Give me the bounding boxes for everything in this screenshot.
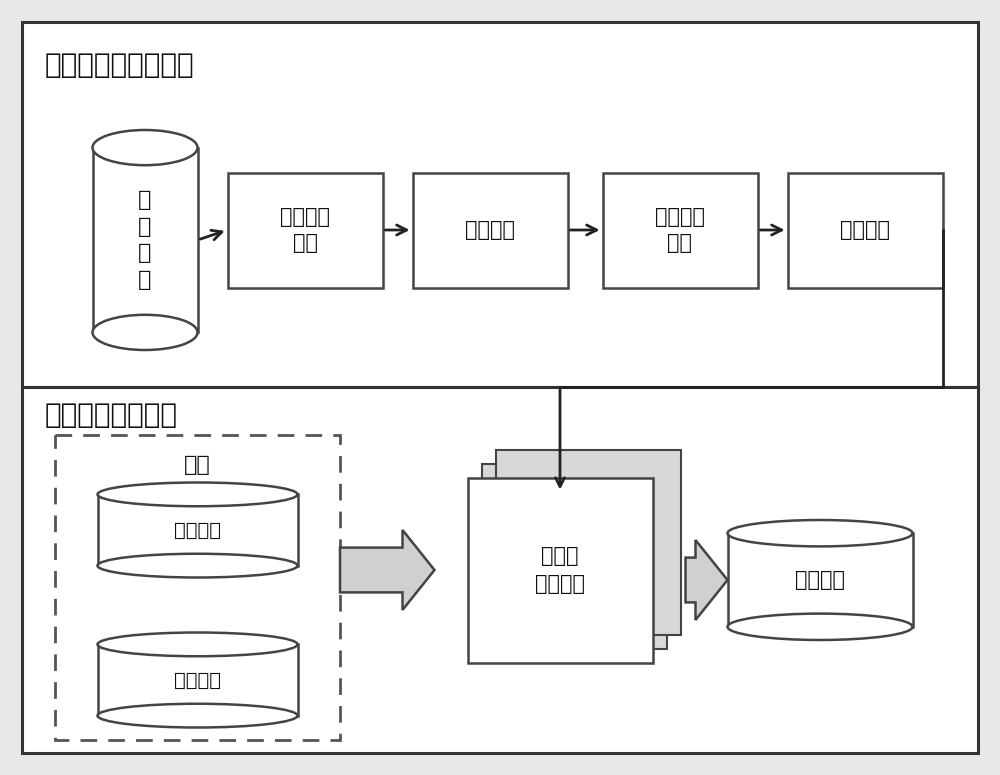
Text: 聚类分析: 聚类分析 xyxy=(840,220,890,240)
Bar xyxy=(788,173,942,288)
Text: 标
准
数
据: 标 准 数 据 xyxy=(138,191,152,290)
Bar xyxy=(602,173,758,288)
Text: 行驶片段
划分: 行驶片段 划分 xyxy=(280,207,330,253)
Text: 道路能耗: 道路能耗 xyxy=(795,570,845,590)
Bar xyxy=(728,533,912,627)
Ellipse shape xyxy=(728,614,912,640)
Bar xyxy=(228,173,382,288)
Ellipse shape xyxy=(98,554,298,577)
Text: 道路类型: 道路类型 xyxy=(174,670,221,690)
Bar xyxy=(482,463,666,649)
Bar xyxy=(92,147,198,332)
Ellipse shape xyxy=(728,520,912,546)
Bar xyxy=(413,173,568,288)
Bar xyxy=(98,644,298,715)
Polygon shape xyxy=(340,530,434,610)
Ellipse shape xyxy=(92,315,198,350)
Bar xyxy=(98,494,298,566)
Text: 输入: 输入 xyxy=(184,455,211,475)
Text: 机动车
行驶模式: 机动车 行驶模式 xyxy=(535,546,585,594)
Ellipse shape xyxy=(92,130,198,165)
Text: 道路能耗计算模型: 道路能耗计算模型 xyxy=(45,401,178,429)
Text: 道路路况: 道路路况 xyxy=(174,521,221,539)
Text: 特征分析: 特征分析 xyxy=(465,220,515,240)
Bar xyxy=(468,477,652,663)
Text: 构造特征
向量: 构造特征 向量 xyxy=(655,207,705,253)
Bar xyxy=(22,387,978,753)
Polygon shape xyxy=(686,540,728,620)
Ellipse shape xyxy=(98,632,298,656)
Ellipse shape xyxy=(98,483,298,506)
Ellipse shape xyxy=(98,704,298,728)
Bar xyxy=(496,449,680,635)
Text: 机动车行驶模式识别: 机动车行驶模式识别 xyxy=(45,51,195,79)
Bar xyxy=(55,435,340,740)
Bar xyxy=(22,22,978,387)
